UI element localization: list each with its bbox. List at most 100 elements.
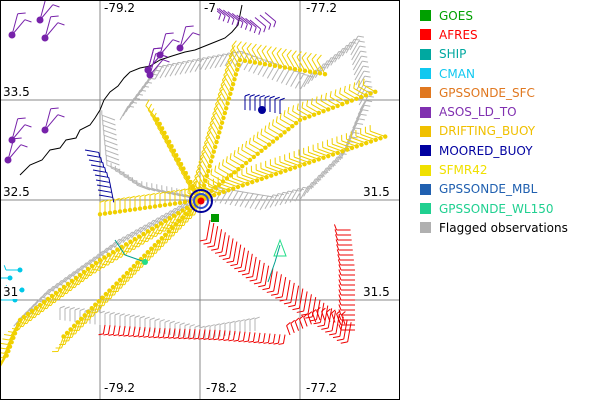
afres-barb [230,238,233,258]
sfmr-barb-tick [354,82,355,88]
flagged-barb-tick [180,323,185,325]
legend-item-gpssonde-mbl[interactable]: GPSSONDE_MBL [420,180,595,199]
sfmr-barb-tick [335,89,336,95]
sfmr-dot [279,133,283,137]
flagged-barb-tick [357,123,363,124]
sfmr-dot [374,138,378,142]
moored-barb-tick [112,192,113,197]
afres-barb-tick [287,322,291,325]
flagged-barb-tick [198,59,204,60]
afres-barb-tick [279,344,284,345]
legend-item-flagged[interactable]: Flagged observations [420,218,595,237]
sfmr-dot [331,105,335,109]
asos-barb-0-tick [18,13,26,14]
sfmr-dot [210,154,214,158]
afres-barb-tick [104,334,109,335]
sfmr-dot [68,327,72,331]
moored-buoy-station [258,106,266,114]
afres-barb-tick [189,338,194,339]
legend-item-afres[interactable]: AFRES [420,25,595,44]
sfmr-dot [321,156,325,160]
sfmr-dot [65,331,69,335]
sfmr-barb-tick [302,102,303,108]
sfmr-barb-tick [226,156,227,162]
flagged-barb-tick [339,52,345,53]
sfmr-dot [232,77,236,81]
afres-barb-tick [184,338,189,339]
afres-barb-tick [271,294,278,295]
sfmr-dot [340,102,344,106]
sfmr-dot [317,157,321,161]
sfmr-barb-tick [261,129,262,135]
x-tick-top-1: -79.2 [103,2,136,15]
sfmr-barb [207,133,215,147]
flagged-barb [104,140,117,145]
sfmr-barb-tick [330,91,331,97]
sfmr-dot [364,93,368,97]
sfmr-barb-tick [219,162,220,168]
sfmr-dot [290,124,294,128]
flagged-barb-tick [331,58,337,59]
wind-observation-map[interactable]: -79.2 -7 -77.2 -79.2 -78.2 -77.2 33.5 32… [0,0,400,400]
sfmr-barb-tick [211,169,212,175]
legend-item-gpssonde-sfc[interactable]: GPSSONDE_SFC [420,83,595,102]
sfmr-barb-tick [230,153,231,159]
afres-barb-tick [263,288,270,289]
asos-barb-b-6-tick [163,60,170,62]
flagged-barb-tick [235,320,240,322]
sfmr-dot [312,159,316,163]
sfmr-dot [159,221,163,225]
legend-swatch [420,87,431,98]
legend-item-drifting-buoy[interactable]: DRIFTING_BUOY [420,122,595,141]
afres-barb [263,333,265,342]
legend-label: CMAN [439,68,475,80]
sfmr-dot [137,234,141,238]
afres-barb [253,257,256,277]
sfmr-barb-tick [125,197,130,199]
sfmr-barb-tick [140,195,145,197]
sfmr-dot [156,240,160,244]
sfmr-dot [50,294,54,298]
legend-label: Flagged observations [439,222,568,234]
legend-item-cman[interactable]: CMAN [420,64,595,83]
legend-item-goes[interactable]: GOES [420,6,595,25]
legend-item-gpssonde-wl150[interactable]: GPSSONDE_WL150 [420,199,595,218]
afres-barb [287,326,290,335]
legend-item-asos-ld-to[interactable]: ASOS_LD_TO [420,102,595,121]
flagged-barb-tick [173,63,179,64]
afres-barb-tick [230,264,237,265]
flagged-barb [331,52,339,66]
afres-barb [283,335,285,344]
sfmr-barb-tick [276,116,277,122]
sfmr-dot [274,172,278,176]
flagged-barb-tick [135,316,140,318]
sfmr-dot [16,322,20,326]
legend-item-ship[interactable]: SHIP [420,45,595,64]
sfmr-barb-tick [253,135,254,141]
asos-track-barb-tick [259,29,261,35]
legend-swatch [420,49,431,60]
sfmr-dot [303,69,307,73]
sfmr-dot [54,291,58,295]
sfmr-dot [244,161,248,165]
sfmr-barb [225,70,233,84]
flagged-barb-tick [195,325,200,327]
afres-barb [304,291,307,311]
sfmr-dot [214,140,218,144]
flagged-barb [353,51,361,65]
sfmr-dot [345,100,349,104]
asos-track-barb-tick [250,26,252,32]
afres-barb-tick [325,331,332,332]
legend-label: GOES [439,10,473,22]
asos-barb-b-9-tick [58,115,65,117]
sfmr-dot [248,59,252,63]
flagged-barb-tick [358,36,364,37]
legend-swatch [420,203,431,214]
sfmr-barb-tick [88,272,95,273]
sfmr-dot [288,167,292,171]
legend-item-sfmr42[interactable]: SFMR42 [420,160,595,179]
legend-item-moored-buoy[interactable]: MOORED_BUOY [420,141,595,160]
sfmr-dot [168,202,172,206]
sfmr-barb-tick [234,150,235,156]
afres-barb-tick [291,320,295,323]
